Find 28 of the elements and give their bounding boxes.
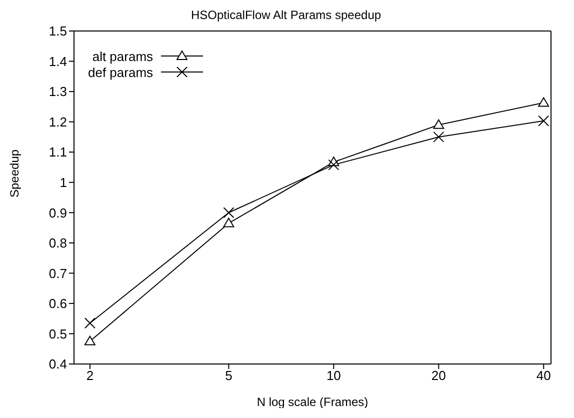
x-tick-label: 10: [326, 368, 341, 384]
x-tick-label: 5: [225, 368, 232, 384]
y-tick-label: 1: [60, 174, 67, 190]
y-tick-label: 0.5: [48, 326, 67, 342]
point: [433, 119, 444, 129]
y-tick-label: 1.3: [48, 84, 67, 100]
y-tick-label: 0.7: [48, 266, 67, 281]
y-tick-label: 1.4: [48, 54, 67, 69]
x-tick-label: 2: [86, 368, 94, 384]
chart-title: HSOpticalFlow Alt Params speedup: [190, 8, 382, 22]
y-tick-label: 0.9: [48, 205, 67, 220]
point: [538, 115, 550, 126]
point: [223, 218, 234, 228]
y-tick-label: 1.5: [48, 24, 67, 39]
point: [433, 131, 444, 142]
y-tick-label: 0.6: [48, 296, 67, 312]
legend-label: def params: [88, 64, 154, 80]
x-tick-label: 40: [536, 368, 551, 384]
point: [223, 207, 234, 218]
legend-label: alt params: [92, 48, 154, 64]
y-tick-label: 1.1: [48, 144, 67, 160]
y-tick-label: 0.4: [48, 356, 67, 372]
point: [538, 97, 550, 107]
y-axis-title: Speedup: [7, 149, 22, 198]
point: [328, 159, 340, 170]
x-tick-label: 20: [431, 368, 446, 384]
y-tick-label: 0.8: [48, 236, 67, 251]
y-tick-label: 1.2: [48, 114, 67, 130]
